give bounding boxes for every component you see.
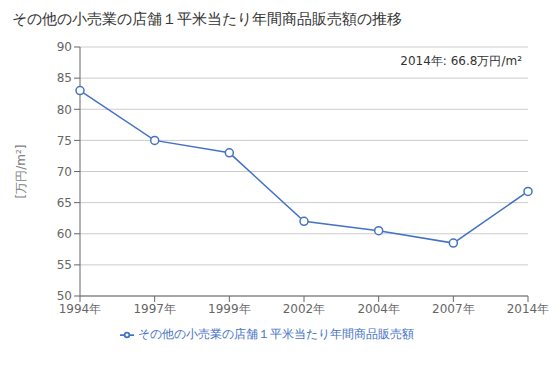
html-text:その他の小売業の店舗１平米当たり年間商品販売額: その他の小売業の店舗１平米当たり年間商品販売額	[138, 327, 414, 341]
svg-text:75: 75	[57, 134, 72, 148]
svg-text:60: 60	[57, 227, 72, 241]
svg-text:55: 55	[57, 258, 72, 272]
svg-text:[万円/m²]: [万円/m²]	[14, 145, 28, 199]
svg-text:50: 50	[57, 289, 72, 303]
html-text:2014年: 66.8万円/m²: 2014年: 66.8万円/m²	[400, 54, 522, 68]
svg-text:1997年: 1997年	[133, 302, 176, 316]
svg-text:2007年: 2007年	[432, 302, 475, 316]
html-text:その他の小売業の店舗１平米当たり年間商品販売額の推移: その他の小売業の店舗１平米当たり年間商品販売額の推移	[12, 10, 402, 28]
svg-text:85: 85	[57, 71, 72, 85]
svg-text:2002年: 2002年	[283, 302, 326, 316]
svg-text:1999年: 1999年	[208, 302, 251, 316]
svg-text:1994年: 1994年	[59, 302, 102, 316]
svg-text:65: 65	[57, 196, 72, 210]
svg-text:2004年: 2004年	[357, 302, 400, 316]
svg-text:80: 80	[57, 103, 72, 117]
svg-text:2014年: 2014年	[507, 302, 550, 316]
svg-text:70: 70	[57, 165, 72, 179]
svg-text:90: 90	[57, 40, 72, 54]
